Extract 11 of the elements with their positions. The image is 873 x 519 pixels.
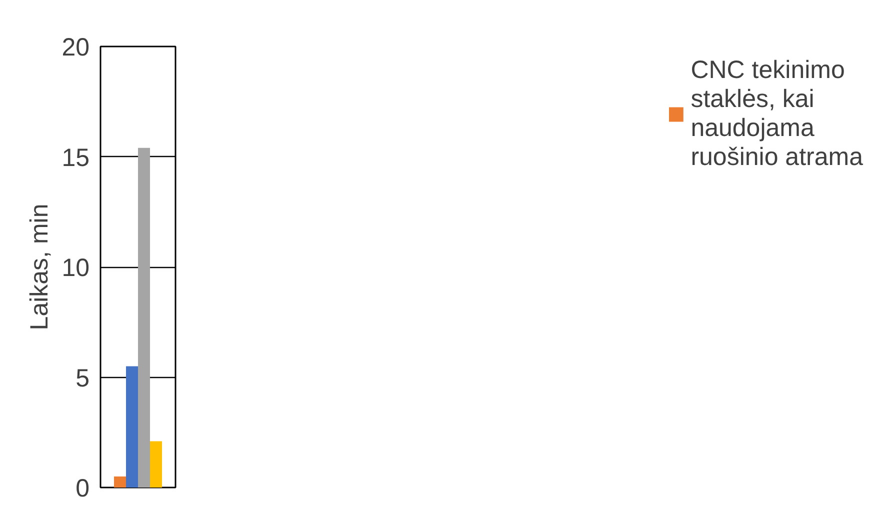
y-tick-label: 5 <box>76 364 90 392</box>
y-axis-title: Laikas, min <box>26 204 54 330</box>
bar <box>138 148 150 488</box>
legend-label: CNC tekinimo staklės, kai naudojama ruošinio atrama <box>690 56 863 172</box>
y-tick-label: 0 <box>76 474 90 502</box>
bar <box>126 366 138 488</box>
bar <box>114 476 126 488</box>
bar <box>150 441 162 488</box>
y-tick-label: 15 <box>62 144 90 172</box>
y-tick-label: 20 <box>62 34 90 62</box>
y-tick-label: 10 <box>62 254 90 282</box>
